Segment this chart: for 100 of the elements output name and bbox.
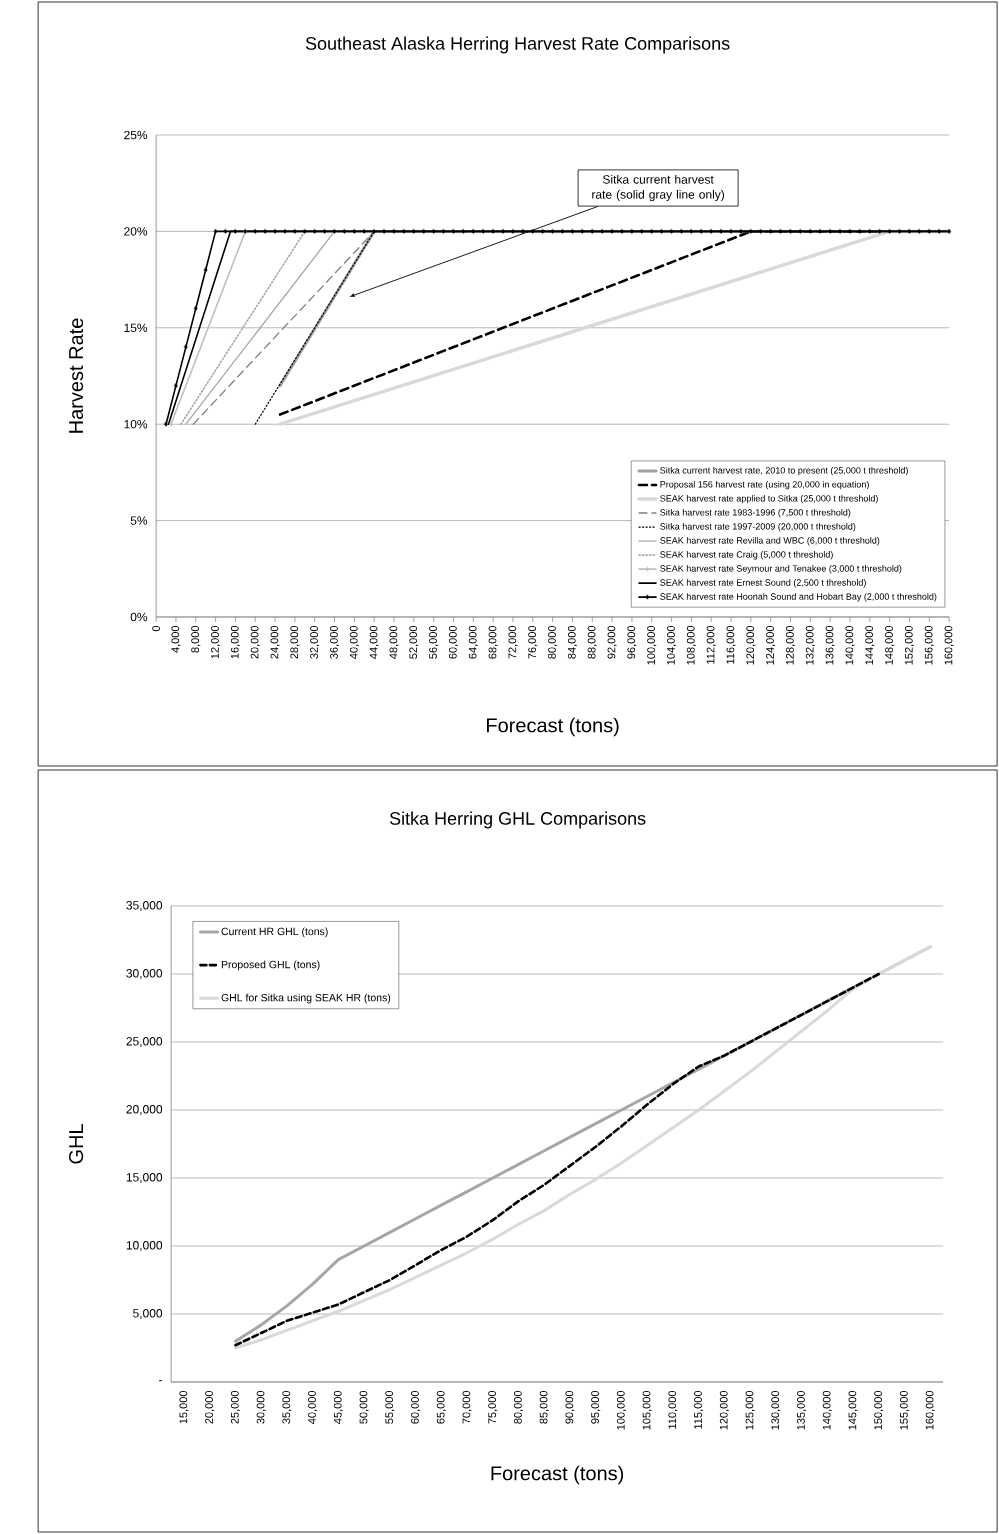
y-axis-title: GHL	[68, 1124, 84, 1164]
y-tick-label: 5,000	[132, 1309, 163, 1319]
x-tick-label: 132,000	[805, 625, 815, 665]
x-tick-label: 156,000	[924, 625, 934, 665]
x-tick-label: 100,000	[616, 1390, 626, 1430]
x-tick-label: 70,000	[462, 1390, 472, 1424]
x-tick-label: 80,000	[513, 1390, 524, 1424]
x-tick-label: 160,000	[925, 1390, 935, 1430]
legend-label: SEAK harvest rate Hoonah Sound and Hobart Bay (2,000 t threshold)	[660, 593, 937, 602]
x-tick-label: 120,000	[719, 1390, 729, 1430]
x-tick-label: 95,000	[591, 1390, 601, 1424]
x-tick-label: 65,000	[436, 1390, 446, 1424]
x-tick-label: 105,000	[642, 1390, 652, 1430]
x-tick-label: 144,000	[865, 625, 875, 665]
x-tick-label: 40,000	[349, 625, 359, 659]
x-tick-label: 24,000	[270, 625, 280, 659]
y-tick-label: 25,000	[126, 1037, 163, 1047]
y-tick-label: 35,000	[126, 901, 163, 911]
x-tick-label: 75,000	[488, 1390, 498, 1424]
x-tick-label: 48,000	[389, 625, 399, 659]
x-tick-label: 25,000	[230, 1390, 240, 1424]
x-tick-label: 152,000	[904, 625, 914, 665]
y-tick-label: 10,000	[126, 1241, 163, 1251]
x-tick-label: 8,000	[191, 625, 201, 653]
x-axis-title: Forecast (tons)	[491, 1465, 624, 1485]
y-tick-label: 10%	[124, 419, 148, 429]
x-tick-label: 40,000	[308, 1390, 318, 1424]
legend-label: SEAK harvest rate Ernest Sound (2,500 t threshold)	[660, 579, 866, 588]
x-tick-label: 28,000	[290, 625, 300, 659]
x-tick-label: 104,000	[666, 625, 677, 665]
x-tick-label: 124,000	[766, 625, 776, 665]
legend-label: Current HR GHL (tons)	[221, 927, 328, 938]
x-tick-label: 130,000	[771, 1390, 781, 1430]
y-tick-label: 0%	[130, 612, 148, 622]
legend-label: Proposed GHL (tons)	[221, 960, 320, 971]
x-tick-label: 90,000	[565, 1390, 575, 1424]
x-tick-label: 84,000	[567, 625, 577, 659]
x-tick-label: 150,000	[874, 1390, 884, 1430]
x-tick-label: 68,000	[488, 625, 498, 659]
y-tick-label: 20%	[124, 227, 148, 236]
x-tick-label: 136,000	[825, 625, 835, 665]
x-tick-label: 45,000	[333, 1390, 343, 1424]
x-tick-label: 12,000	[211, 625, 221, 659]
x-tick-label: 4,000	[171, 625, 181, 653]
y-tick-label: 5%	[130, 516, 148, 525]
x-tick-label: 30,000	[256, 1390, 266, 1424]
x-tick-label: 20,000	[250, 625, 260, 659]
x-tick-label: 20,000	[205, 1390, 215, 1424]
x-tick-label: 112,000	[706, 625, 716, 664]
legend-label: Sitka harvest rate 1983-1996 (7,500 t threshold)	[660, 509, 851, 518]
y-tick-label: 15,000	[126, 1173, 163, 1183]
x-tick-label: 80,000	[548, 625, 558, 659]
x-tick-label: 55,000	[385, 1390, 395, 1424]
x-tick-label: 110,000	[668, 1390, 678, 1429]
x-tick-label: 56,000	[429, 625, 439, 659]
y-axis-title: Harvest Rate	[69, 318, 84, 433]
x-tick-label: 115,000	[694, 1390, 704, 1429]
legend-label: Sitka current harvest rate, 2010 to present (25,000 t threshold)	[660, 466, 908, 476]
annotation: Sitka current harvest rate (solid gray line only)	[592, 174, 724, 202]
y-tick-label: 25%	[124, 130, 148, 140]
x-tick-label: 155,000	[899, 1390, 910, 1430]
x-tick-label: 140,000	[845, 625, 855, 665]
x-tick-label: 88,000	[587, 625, 597, 659]
x-tick-label: 85,000	[539, 1390, 549, 1424]
x-tick-label: 64,000	[468, 625, 478, 659]
x-tick-label: 160,000	[944, 625, 954, 665]
chart-title: Sitka Herring GHL Comparisons	[389, 811, 646, 829]
x-tick-label: 100,000	[647, 625, 657, 665]
x-tick-label: 72,000	[508, 625, 518, 659]
x-tick-label: 96,000	[627, 625, 637, 659]
legend-label: Sitka harvest rate 1997-2009 (20,000 t threshold)	[660, 523, 856, 532]
legend-label: GHL for Sitka using SEAK HR (tons)	[221, 993, 391, 1004]
legend-label: SEAK harvest rate Seymour and Tenakee (3,000 t threshold)	[660, 565, 902, 574]
x-tick-label: 76,000	[528, 625, 538, 659]
chart-title: Southeast Alaska Herring Harvest Rate Comparisons	[305, 36, 730, 54]
x-tick-label: 52,000	[409, 625, 419, 659]
legend-label: Proposal 156 harvest rate (using 20,000 in equation)	[660, 480, 869, 490]
x-tick-label: 15,000	[179, 1390, 189, 1424]
x-tick-label: 50,000	[359, 1390, 369, 1424]
x-tick-label: 128,000	[785, 625, 796, 665]
y-tick-label: -	[159, 1380, 163, 1382]
x-tick-label: 32,000	[310, 625, 320, 659]
x-tick-label: 120,000	[746, 625, 756, 665]
x-tick-label: 108,000	[686, 625, 696, 665]
x-tick-label: 44,000	[369, 625, 379, 659]
x-tick-label: 36,000	[329, 625, 340, 659]
x-tick-label: 140,000	[822, 1390, 832, 1430]
y-tick-label: 30,000	[126, 969, 163, 979]
x-tick-label: 92,000	[607, 625, 617, 659]
x-tick-label: 125,000	[745, 1390, 755, 1430]
legend-label: SEAK harvest rate Craig (5,000 t threshold)	[660, 551, 833, 560]
x-tick-label: 116,000	[726, 625, 736, 664]
x-tick-label: 16,000	[230, 625, 240, 659]
y-tick-label: 20,000	[126, 1105, 163, 1115]
x-tick-label: 0	[152, 625, 160, 632]
x-axis-title: Forecast (tons)	[486, 717, 619, 737]
legend-label: SEAK harvest rate applied to Sitka (25,000 t threshold)	[660, 494, 878, 504]
y-tick-label: 15%	[124, 323, 148, 333]
x-tick-label: 60,000	[448, 625, 458, 659]
x-tick-label: 148,000	[885, 625, 895, 665]
